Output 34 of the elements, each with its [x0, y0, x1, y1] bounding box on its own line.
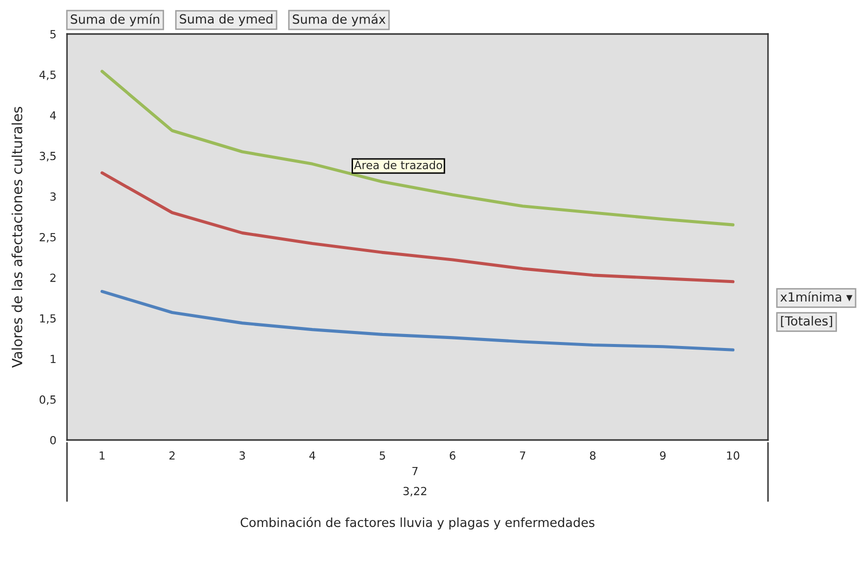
x-tick-label: 3: [240, 451, 245, 460]
y-tick-label: 0: [50, 436, 56, 444]
y-tick-label: 3,5: [40, 152, 56, 162]
x-tick-label: 6: [450, 451, 456, 460]
y-tick-label: 4,5: [39, 70, 56, 80]
x-tick-label: 8: [590, 451, 596, 460]
x-tick-label: 10: [727, 451, 740, 460]
y-tick-label: 4: [50, 111, 56, 120]
text: x1mínima ▾: [780, 291, 852, 302]
y-tick-label: 5: [50, 30, 56, 38]
y-axis-title: Valores de las afectaciones culturales: [12, 106, 22, 368]
text: 7: [412, 466, 418, 476]
line-series: [100, 290, 734, 352]
x-tick-label: 1: [100, 451, 105, 460]
x-tick-label: 4: [309, 451, 316, 460]
text: Suma de ymín: [70, 14, 160, 26]
y-tick-label: 1,5: [40, 314, 56, 324]
line-series: [100, 171, 734, 284]
x-tick-label: 5: [380, 451, 386, 460]
text: Suma de ymáx: [292, 14, 386, 26]
annotation: Área de trazado: [354, 158, 442, 170]
x-axis-title: Combinación de factores lluvia y plagas y enfermedades: [240, 516, 594, 530]
text: 3,22: [403, 486, 426, 496]
text: Suma de ymed: [180, 14, 272, 26]
y-tick-label: 0,5: [40, 395, 56, 405]
y-tick-label: 3: [50, 192, 56, 201]
text: [Totales]: [781, 316, 832, 328]
x-tick-label: 9: [660, 451, 666, 460]
line-series: [100, 70, 734, 226]
y-tick-label: 1: [50, 354, 56, 364]
x-tick-label: 2: [169, 451, 175, 460]
x-tick-label: 7: [520, 451, 526, 460]
y-tick-label: 2: [50, 274, 56, 282]
y-tick-label: 2,5: [40, 232, 56, 243]
